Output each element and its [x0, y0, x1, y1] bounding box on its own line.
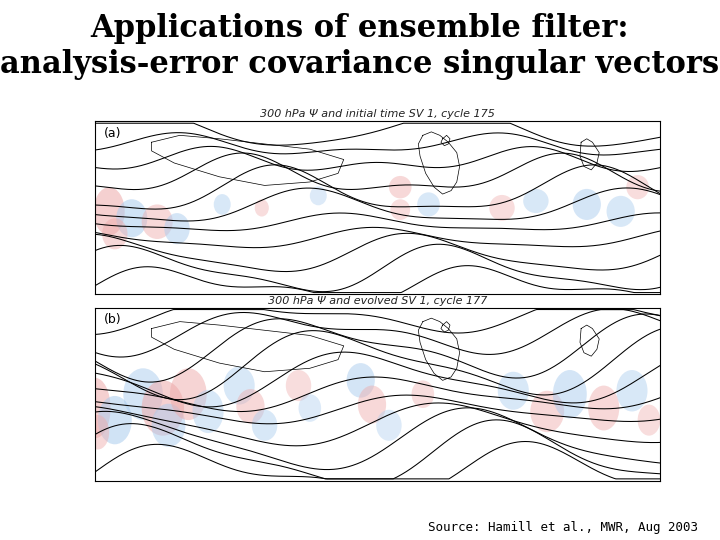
Ellipse shape [116, 199, 148, 237]
Ellipse shape [616, 370, 647, 411]
Ellipse shape [152, 404, 186, 447]
Text: Source: Hamill et al., MWR, Aug 2003: Source: Hamill et al., MWR, Aug 2003 [428, 521, 698, 534]
Ellipse shape [192, 390, 224, 433]
Ellipse shape [377, 410, 402, 441]
Ellipse shape [252, 410, 277, 441]
Ellipse shape [102, 218, 127, 249]
Ellipse shape [123, 368, 163, 420]
Ellipse shape [86, 415, 109, 449]
Title: 300 hPa Ψ and initial time SV 1, cycle 175: 300 hPa Ψ and initial time SV 1, cycle 1… [260, 109, 495, 119]
Ellipse shape [79, 378, 111, 438]
Text: (a): (a) [104, 127, 121, 140]
Text: Applications of ensemble filter:: Applications of ensemble filter: [91, 14, 629, 44]
Ellipse shape [358, 386, 386, 423]
Ellipse shape [626, 175, 649, 199]
Ellipse shape [606, 196, 635, 227]
Ellipse shape [498, 372, 528, 410]
Ellipse shape [255, 199, 269, 217]
Ellipse shape [310, 186, 327, 205]
Ellipse shape [286, 370, 311, 401]
Ellipse shape [214, 194, 230, 215]
Title: 300 hPa Ψ and evolved SV 1, cycle 177: 300 hPa Ψ and evolved SV 1, cycle 177 [268, 295, 487, 306]
Ellipse shape [412, 380, 434, 408]
Ellipse shape [417, 192, 440, 217]
Ellipse shape [530, 391, 564, 432]
Ellipse shape [572, 189, 601, 220]
Ellipse shape [490, 195, 515, 221]
Ellipse shape [98, 396, 132, 444]
Ellipse shape [94, 187, 125, 235]
Ellipse shape [164, 213, 189, 244]
Ellipse shape [390, 199, 410, 220]
Ellipse shape [389, 176, 412, 198]
Ellipse shape [523, 189, 549, 213]
Ellipse shape [588, 386, 619, 430]
Ellipse shape [142, 205, 173, 239]
Ellipse shape [170, 368, 207, 420]
Ellipse shape [346, 363, 375, 397]
Text: (b): (b) [104, 313, 121, 326]
Ellipse shape [299, 394, 321, 422]
Ellipse shape [638, 404, 660, 436]
Ellipse shape [142, 380, 184, 436]
Text: analysis-error covariance singular vectors: analysis-error covariance singular vecto… [1, 49, 719, 79]
Ellipse shape [236, 389, 265, 423]
Ellipse shape [553, 370, 587, 418]
Ellipse shape [224, 367, 255, 404]
